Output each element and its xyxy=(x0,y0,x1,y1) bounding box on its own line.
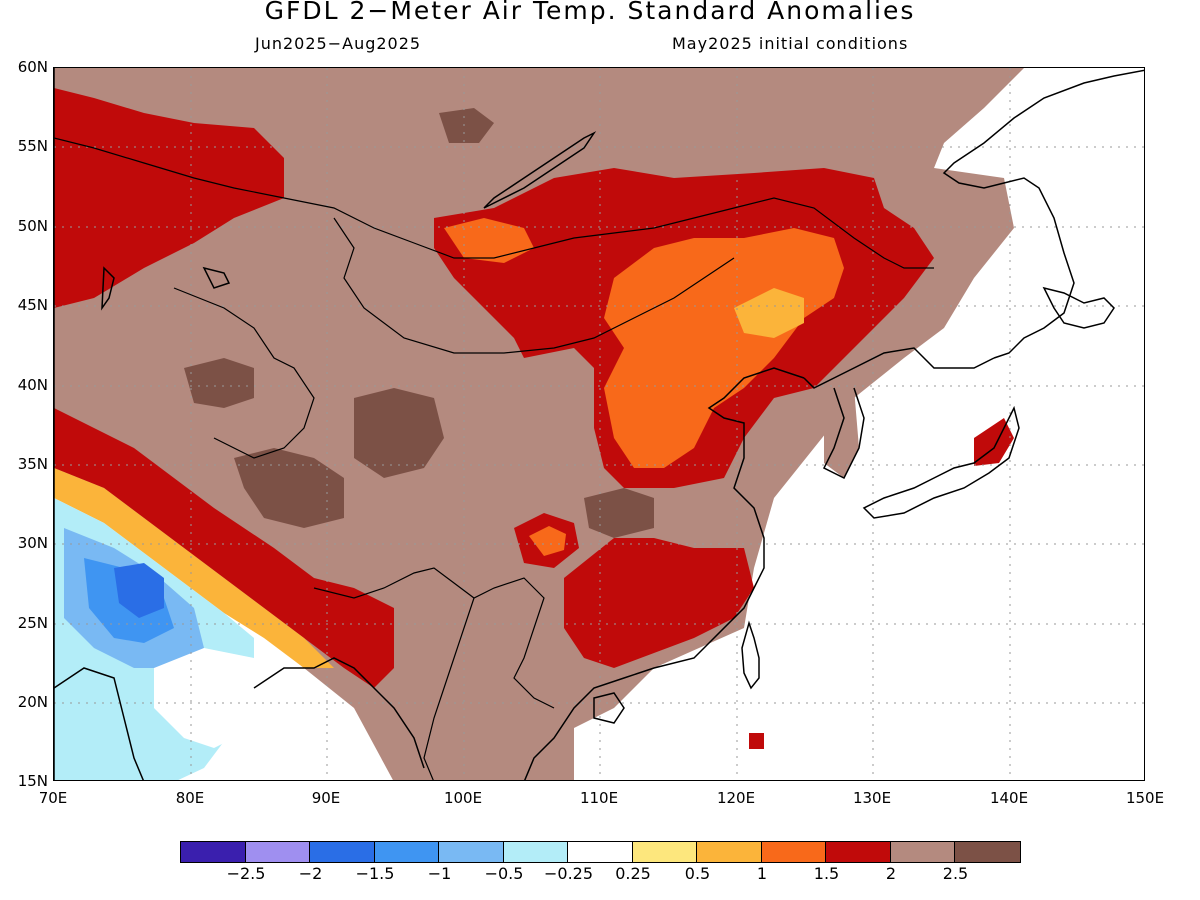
colorbar-label-10: 2 xyxy=(885,864,897,883)
forecast-period: Jun2025−Aug2025 xyxy=(255,34,422,53)
colorbar-swatch-12 xyxy=(955,842,1020,862)
anomaly-region-red-nw xyxy=(54,88,284,308)
colorbar-label-9: 1.5 xyxy=(813,864,840,883)
anomaly-region-red-himalaya xyxy=(54,408,394,688)
colorbar-label-7: 0.5 xyxy=(684,864,711,883)
colorbar-swatch-6 xyxy=(568,842,633,862)
anomaly-region-red-taiwan xyxy=(749,733,764,749)
lat-label-55n: 55N xyxy=(17,137,48,155)
map-borders xyxy=(54,137,934,780)
lon-label-70e: 70E xyxy=(38,789,68,807)
lon-label-80e: 80E xyxy=(175,789,205,807)
colorbar-swatch-8 xyxy=(697,842,762,862)
colorbar-swatch-5 xyxy=(503,842,568,862)
lat-label-50n: 50N xyxy=(17,217,48,235)
colorbar-label-5: −0.25 xyxy=(543,864,594,883)
colorbar-label-4: −0.5 xyxy=(484,864,524,883)
anomaly-region-brown-dark-4 xyxy=(584,488,654,538)
lon-label-120e: 120E xyxy=(716,789,756,807)
colorbar-label-2: −1.5 xyxy=(355,864,395,883)
colorbar-label-8: 1 xyxy=(756,864,768,883)
lat-label-20n: 20N xyxy=(17,693,48,711)
colorbar-swatch-11 xyxy=(890,842,955,862)
lat-label-35n: 35N xyxy=(17,455,48,473)
anomaly-region-deep-blue xyxy=(114,563,164,618)
anomaly-region-white-india xyxy=(154,648,274,748)
lat-label-45n: 45N xyxy=(17,296,48,314)
colorbar-swatch-9 xyxy=(761,842,826,862)
colorbar-swatch-2 xyxy=(310,842,375,862)
anomaly-region-red-south xyxy=(564,538,754,668)
colorbar-swatch-7 xyxy=(632,842,697,862)
lon-label-90e: 90E xyxy=(311,789,341,807)
anomaly-region-orange-fringe xyxy=(54,468,334,668)
lat-label-40n: 40N xyxy=(17,376,48,394)
colorbar-swatch-0 xyxy=(181,842,246,862)
anomaly-region-brown-dark-2 xyxy=(234,448,344,528)
colorbar xyxy=(180,841,1021,863)
lat-label-60n: 60N xyxy=(17,58,48,76)
colorbar-swatch-10 xyxy=(826,842,891,862)
colorbar-label-3: −1 xyxy=(427,864,452,883)
colorbar-label-1: −2 xyxy=(298,864,323,883)
colorbar-swatch-4 xyxy=(439,842,504,862)
map-gridlines xyxy=(54,68,1144,780)
lat-label-15n: 15N xyxy=(17,772,48,790)
anomaly-map-canvas xyxy=(54,68,1144,780)
lat-label-25n: 25N xyxy=(17,614,48,632)
colorbar-label-0: −2.5 xyxy=(226,864,266,883)
map-title: GFDL 2−Meter Air Temp. Standard Anomalie… xyxy=(264,0,916,25)
colorbar-label-6: 0.25 xyxy=(615,864,651,883)
anomaly-region-brown-dark-5 xyxy=(439,108,494,143)
anomaly-region-brown-korea xyxy=(824,388,859,478)
anomaly-region-orange-north xyxy=(444,218,534,263)
anomaly-region-orange-sichuan xyxy=(529,526,566,556)
anomaly-region-light-orange xyxy=(734,288,804,338)
initial-conditions: May2025 initial conditions xyxy=(672,34,909,53)
anomaly-region-orange xyxy=(604,228,844,468)
anomaly-region-brown-dark-1 xyxy=(354,388,444,478)
lat-label-30n: 30N xyxy=(17,534,48,552)
lon-label-100e: 100E xyxy=(443,789,483,807)
anomaly-map xyxy=(53,67,1145,781)
colorbar-swatch-1 xyxy=(245,842,310,862)
colorbar-swatch-3 xyxy=(374,842,439,862)
lon-label-110e: 110E xyxy=(579,789,619,807)
anomaly-region-brown-dark-3 xyxy=(184,358,254,408)
colorbar-label-11: 2.5 xyxy=(942,864,969,883)
lon-label-130e: 130E xyxy=(852,789,892,807)
lon-label-140e: 140E xyxy=(989,789,1029,807)
anomaly-region-red-japan xyxy=(974,418,1014,466)
lon-label-150e: 150E xyxy=(1125,789,1165,807)
map-coastlines xyxy=(54,68,1144,780)
